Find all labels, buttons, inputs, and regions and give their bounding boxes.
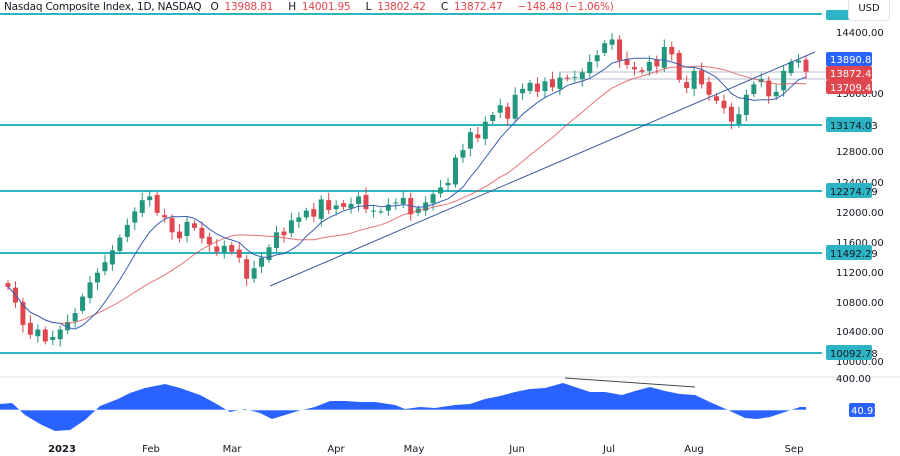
y-tick-label: 11600.00: [836, 238, 884, 249]
svg-text:13174.03: 13174.03: [830, 121, 878, 132]
osc-axis-tick: 400.00: [836, 374, 871, 385]
x-tick-label: 2023: [48, 444, 76, 455]
ohlc-close: C 13872.47: [440, 1, 503, 13]
x-tick-label: Apr: [327, 444, 345, 455]
chart-header: Nasdaq Composite Index, 1D, NASDAQ O 1398…: [4, 1, 620, 13]
x-tick-label: Jul: [602, 444, 615, 455]
price-label-ma-slow: 13709.45: [826, 80, 878, 94]
y-tick-label: 14400.00: [836, 28, 884, 39]
y-tick-label: 12000.00: [836, 208, 884, 219]
x-tick-label: May: [404, 444, 425, 455]
x-tick-label: Aug: [684, 444, 704, 455]
candles: [5, 33, 809, 347]
y-tick-label: 10000.00: [836, 357, 884, 368]
level-price-label: 11492.29: [826, 245, 878, 260]
trendline[interactable]: [269, 51, 816, 287]
level-price-label: 10092.78: [826, 345, 878, 360]
price-change: −148.48 (−1.06%): [517, 1, 614, 13]
fast-moving-average[interactable]: [7, 57, 807, 330]
symbol-title: Nasdaq Composite Index, 1D, NASDAQ: [4, 1, 202, 13]
x-tick-label: Feb: [142, 444, 160, 455]
y-tick-label: 12800.00: [836, 147, 884, 158]
svg-text:10092.78: 10092.78: [830, 349, 878, 360]
level-price-label: 13174.03: [826, 117, 878, 132]
divergence-line[interactable]: [564, 377, 696, 388]
price-label-ma-fast: 13890.85: [826, 52, 878, 66]
y-tick-label: 10400.00: [836, 327, 884, 338]
ohlc-open: O 13988.81: [210, 1, 274, 13]
ohlc-high: H 14001.95: [288, 1, 351, 13]
svg-text:13890.85: 13890.85: [830, 55, 878, 66]
level-price-label: 12274.79: [826, 183, 878, 198]
svg-text:13709.45: 13709.45: [830, 83, 878, 94]
oscillator-area[interactable]: [0, 383, 806, 431]
oscillator-value-label: 40.93: [849, 403, 880, 417]
svg-text:40.93: 40.93: [851, 406, 880, 417]
y-tick-label: 13600.00: [836, 89, 884, 100]
svg-text:11492.29: 11492.29: [830, 249, 878, 260]
y-tick-label: 10800.00: [836, 298, 884, 309]
x-tick-label: Jun: [508, 444, 525, 455]
svg-text:13872.47: 13872.47: [830, 69, 878, 80]
y-tick-label: 11200.00: [836, 268, 884, 279]
ohlc-low: L 13802.42: [365, 1, 426, 13]
x-tick-label: Mar: [223, 444, 243, 455]
currency-selector[interactable]: USD: [848, 0, 890, 21]
x-tick-label: Sep: [785, 444, 804, 455]
svg-text:12274.79: 12274.79: [830, 187, 878, 198]
price-label-last-price: 13872.47: [826, 66, 878, 80]
slow-moving-average[interactable]: [7, 65, 807, 324]
